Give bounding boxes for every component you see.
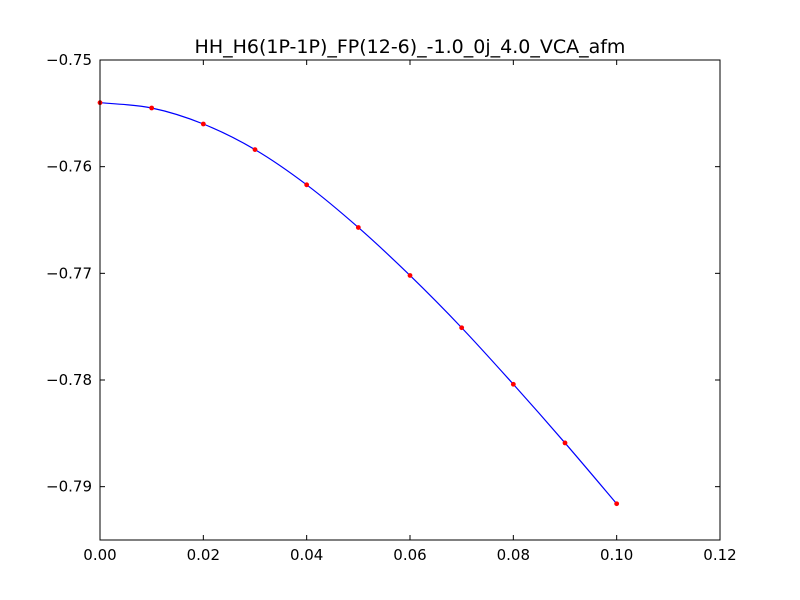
data-point — [149, 105, 155, 111]
data-point — [200, 121, 206, 127]
x-tick-label: 0.10 — [600, 546, 633, 564]
data-point — [562, 440, 568, 446]
y-tick-label: −0.79 — [46, 478, 92, 496]
y-tick-label: −0.76 — [46, 158, 92, 176]
x-tick-label: 0.04 — [290, 546, 323, 564]
tick-layer: 0.00 0.02 0.04 0.06 0.08 0.10 0.12 −0.75 −0.76 −0… — [46, 51, 737, 564]
data-point — [304, 182, 310, 188]
x-tick-label: 0.06 — [393, 546, 426, 564]
data-point — [407, 273, 413, 278]
series-line — [99, 102, 618, 505]
data-point — [459, 325, 465, 331]
y-tick-label: −0.75 — [46, 51, 92, 69]
x-tick-label: 0.12 — [703, 546, 736, 564]
data-point — [510, 381, 516, 387]
x-tick-label: 0.08 — [497, 546, 530, 564]
y-tick-label: −0.77 — [46, 264, 92, 282]
data-point — [614, 501, 620, 507]
x-tick-label: 0.02 — [187, 546, 220, 564]
data-point — [355, 225, 361, 230]
x-tick-label: 0.00 — [83, 546, 116, 564]
y-tick-label: −0.78 — [46, 371, 92, 389]
data-point — [252, 147, 258, 153]
plot-layer — [97, 100, 620, 507]
plot-frame — [99, 59, 721, 541]
chart-title: HH_H6(1P-1P)_FP(12-6)_-1.0_0j_4.0_VCA_af… — [195, 36, 626, 58]
